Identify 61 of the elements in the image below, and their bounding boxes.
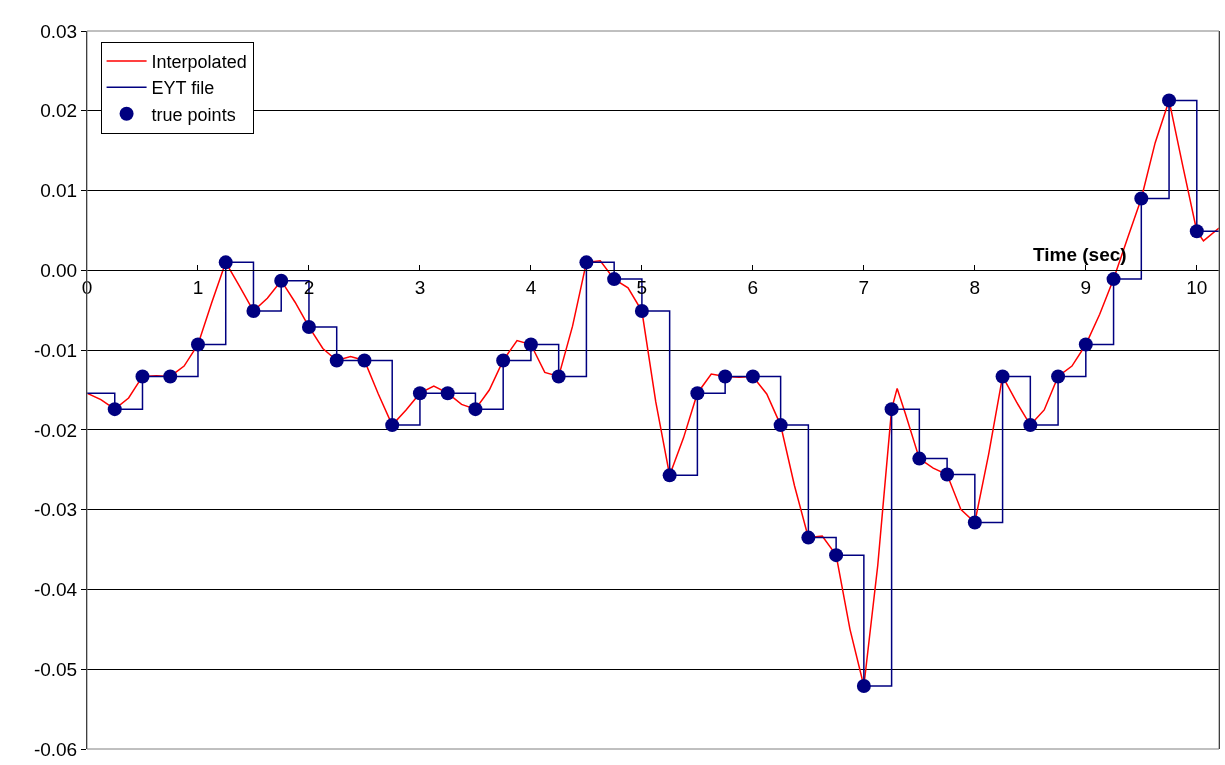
y-tick-label: 0.03 (40, 20, 78, 42)
legend-label: Interpolated (151, 51, 247, 72)
point (940, 467, 955, 482)
point (163, 369, 178, 384)
point (1051, 369, 1066, 384)
point (995, 369, 1010, 384)
point (579, 255, 594, 270)
point (440, 386, 455, 401)
point (718, 369, 733, 384)
point (829, 548, 844, 563)
y-tick-label: -0.05 (33, 658, 78, 680)
point (468, 402, 483, 417)
point (1189, 224, 1204, 239)
legend-label: true points (151, 104, 236, 125)
point (190, 337, 205, 352)
point (412, 386, 427, 401)
x-tick-label: 7 (858, 277, 870, 299)
legend-label: EYT file (151, 78, 215, 99)
y-tick-label: 0.00 (40, 259, 78, 281)
x-tick-label: 9 (1080, 277, 1092, 299)
point (1162, 93, 1177, 108)
point (523, 337, 538, 352)
point (246, 304, 261, 319)
point (634, 304, 649, 319)
point (274, 273, 289, 288)
point (662, 468, 677, 483)
point (496, 353, 511, 368)
point (357, 353, 372, 368)
point (607, 272, 622, 287)
y-tick-label: -0.03 (33, 499, 78, 521)
y-tick-label: 0.02 (40, 100, 78, 122)
point (773, 418, 788, 433)
point (912, 451, 927, 466)
x-tick-label: 1 (192, 277, 204, 299)
point (301, 319, 316, 334)
x-tick-label: 8 (969, 277, 981, 299)
x-tick-label: 10 (1186, 277, 1208, 299)
x-tick-label: 6 (747, 277, 759, 299)
point (218, 255, 233, 270)
y-tick-label: -0.04 (33, 579, 78, 601)
point (1106, 272, 1121, 287)
point (967, 515, 982, 530)
point (884, 402, 899, 417)
point (745, 369, 760, 384)
point (1023, 418, 1038, 433)
point (690, 386, 705, 401)
point (551, 369, 566, 384)
y-tick-label: -0.06 (33, 738, 78, 760)
y-tick-label: -0.01 (33, 339, 78, 361)
point (1134, 191, 1149, 206)
point (107, 402, 122, 417)
point (801, 530, 816, 545)
point (856, 678, 871, 693)
x-tick-label: 4 (525, 277, 537, 299)
x-tick-label: 3 (414, 277, 426, 299)
y-tick-label: -0.02 (33, 419, 78, 441)
point (135, 369, 150, 384)
point (329, 353, 344, 368)
point (385, 418, 400, 433)
point (1078, 337, 1093, 352)
y-tick-label: 0.01 (40, 180, 78, 202)
